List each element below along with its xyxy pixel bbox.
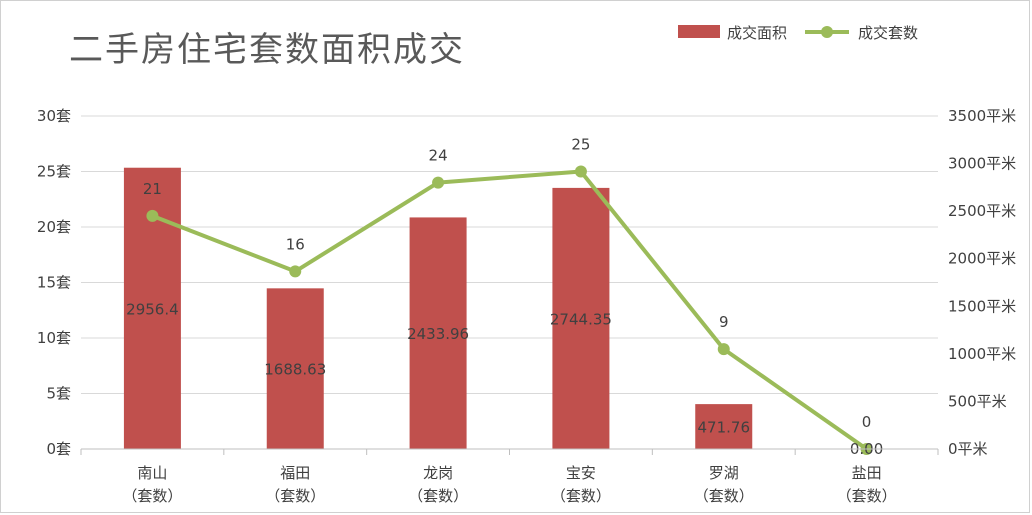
- line-point: [432, 176, 445, 189]
- x-tick-label-line: （套数）: [408, 487, 468, 505]
- x-tick-label: 南山 （套数）: [122, 464, 182, 505]
- x-tick-label-line: 宝安: [566, 464, 596, 482]
- chart-title: 二手房住宅套数面积成交: [69, 30, 465, 70]
- legend-bar-swatch: [678, 25, 720, 38]
- line-data-label: 24: [429, 147, 448, 165]
- x-tick-label-line: 罗湖: [709, 464, 739, 482]
- y-left-tick-label: 20套: [37, 218, 71, 236]
- x-tick-label: 福田 （套数）: [265, 464, 325, 505]
- x-tick-label: 罗湖 （套数）: [694, 464, 754, 505]
- bar: [695, 404, 753, 449]
- series-line: [151, 169, 868, 451]
- legend: 成交面积 成交套数: [678, 24, 918, 42]
- y-right-tick-label: 1500平米: [948, 297, 1016, 315]
- x-tick-label: 盐田 （套数）: [837, 464, 897, 505]
- x-tick-label: 龙岗 （套数）: [408, 464, 468, 505]
- grid-layer: [81, 115, 938, 450]
- line-data-label: 0: [862, 413, 872, 431]
- y-right-tick-label: 2500平米: [948, 202, 1016, 220]
- line-point: [146, 209, 159, 222]
- x-tick-label-line: （套数）: [837, 487, 897, 505]
- line-point: [289, 265, 302, 278]
- y-right-tick-label: 1000平米: [948, 345, 1016, 363]
- y-right-tick-label: 500平米: [948, 392, 1007, 410]
- x-tick-label-line: （套数）: [551, 487, 611, 505]
- y-left-tick-label: 0套: [46, 440, 71, 458]
- line-data-label: 16: [286, 235, 305, 253]
- y-left-tick-label: 5套: [46, 385, 71, 403]
- legend-line-label: 成交套数: [858, 24, 918, 42]
- y-right-tick-label: 3000平米: [948, 155, 1016, 173]
- line-point: [574, 165, 587, 178]
- line-data-label: 9: [719, 313, 729, 331]
- axis-layer: 0套 5套 10套 15套 20套 25套 30套 0平米 500平米 1000平米 1500平米 2…: [37, 107, 1016, 505]
- bar-data-label: 2433.96: [407, 325, 469, 343]
- line-data-label: 25: [571, 136, 590, 154]
- bar: [552, 187, 610, 449]
- x-tick-label-line: （套数）: [265, 487, 325, 505]
- y-right-tick-label: 0平米: [948, 440, 988, 458]
- y-left-tick-label: 15套: [37, 274, 71, 292]
- x-tick-label-line: （套数）: [694, 487, 754, 505]
- bar-data-label: 2744.35: [550, 310, 612, 328]
- line-point: [717, 343, 730, 356]
- labels-layer: 2956.41688.632433.962744.35471.760.00211…: [126, 136, 883, 459]
- y-left-tick-label: 30套: [37, 107, 71, 125]
- legend-bar-label: 成交面积: [727, 24, 787, 42]
- x-tick-label: 宝安 （套数）: [551, 464, 611, 505]
- y-right-tick-label: 2000平米: [948, 250, 1016, 268]
- x-tick-label-line: 南山: [137, 464, 167, 482]
- x-tick-label-line: （套数）: [122, 487, 182, 505]
- bar-data-label: 471.76: [698, 419, 751, 437]
- bar-data-label: 2956.4: [126, 300, 179, 318]
- y-left-tick-label: 10套: [37, 329, 71, 347]
- x-tick-label-line: 福田: [280, 464, 310, 482]
- line-layer: [146, 165, 873, 455]
- bar: [409, 217, 467, 449]
- y-left-tick-label: 25套: [37, 163, 71, 181]
- bar-data-label: 1688.63: [264, 361, 326, 379]
- y-right-tick-label: 3500平米: [948, 107, 1016, 125]
- bar: [266, 288, 324, 449]
- line-data-label: 21: [143, 180, 162, 198]
- legend-line-marker: [821, 26, 833, 38]
- x-tick-label-line: 龙岗: [423, 464, 453, 482]
- bars-layer: [123, 167, 753, 449]
- x-tick-label-line: 盐田: [852, 464, 882, 482]
